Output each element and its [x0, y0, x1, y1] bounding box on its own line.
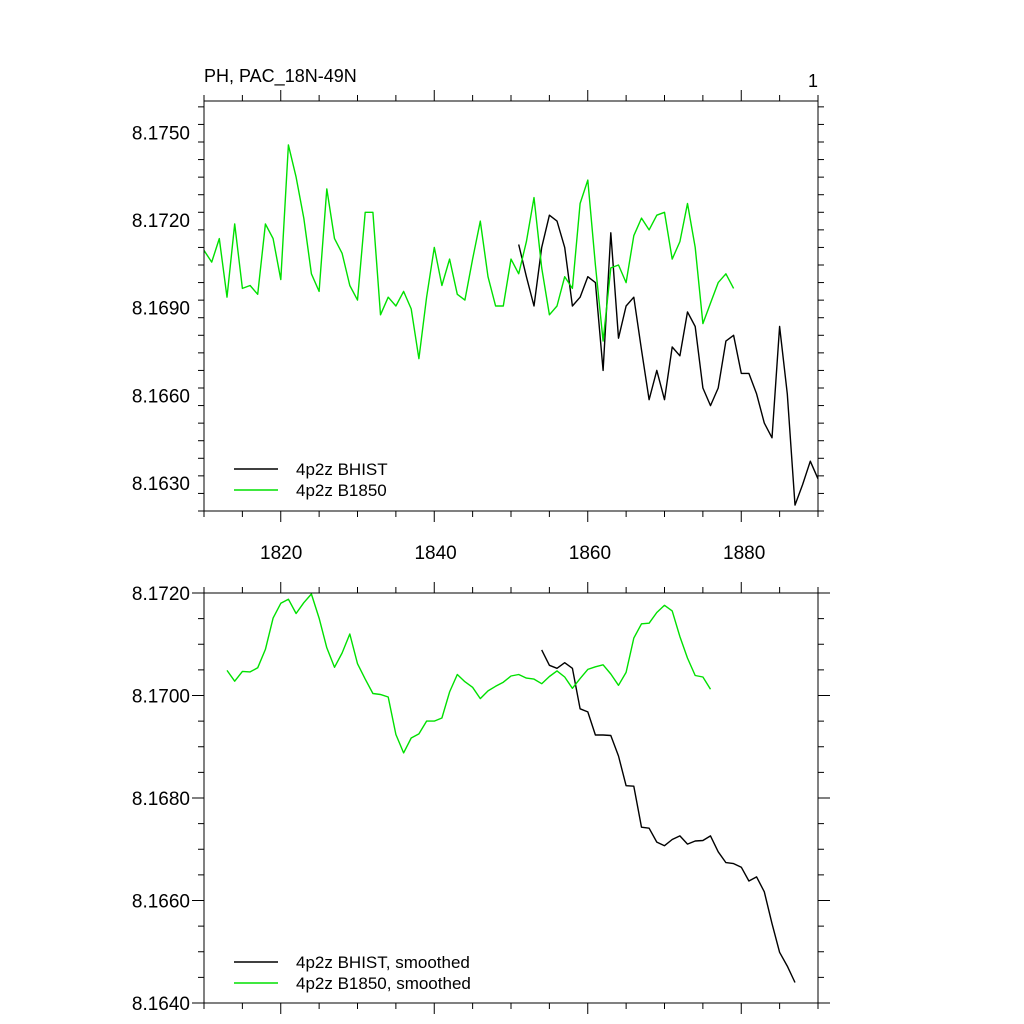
bottom-panel-y-tick-labels: 8.1640 8.1660 8.1680 8.1700 8.1720: [132, 584, 190, 1015]
plot-frame: [203, 592, 819, 1004]
legend-label-bhist-smoothed: 4p2z BHIST, smoothed: [296, 953, 470, 972]
top-panel: 1820 1840 1860 1880 8.1630 8.1660 8.1690…: [132, 90, 824, 564]
series-line: [203, 144, 735, 360]
plot-series: [203, 144, 819, 506]
top-panel-y-tick-labels: 8.1630 8.1660 8.1690 8.1720 8.1750: [132, 124, 190, 495]
legend-label-bhist: 4p2z BHIST: [296, 460, 388, 479]
y-tick-label: 8.1720: [132, 584, 190, 605]
tick-marks: [198, 90, 824, 522]
x-tick-label: 1840: [414, 543, 456, 564]
plot-series: [226, 593, 796, 983]
y-tick-label: 8.1660: [132, 892, 190, 913]
figure-title: PH, PAC_18N-49N: [204, 66, 357, 87]
top-panel-legend: 4p2z BHIST 4p2z B1850: [234, 460, 388, 500]
y-tick-label: 8.1690: [132, 299, 190, 320]
legend-label-b1850: 4p2z B1850: [296, 481, 387, 500]
y-tick-label: 8.1640: [132, 994, 190, 1015]
legend-label-b1850-smoothed: 4p2z B1850, smoothed: [296, 974, 471, 993]
y-tick-label: 8.1700: [132, 687, 190, 708]
panel-number: 1: [808, 71, 818, 91]
y-tick-label: 8.1660: [132, 386, 190, 407]
y-tick-label: 8.1720: [132, 211, 190, 232]
x-tick-label: 1820: [260, 543, 302, 564]
plot-frame: [203, 100, 819, 512]
bottom-panel: 8.1640 8.1660 8.1680 8.1700 8.1720 4p2z …: [132, 582, 830, 1015]
bottom-panel-legend: 4p2z BHIST, smoothed 4p2z B1850, smoothe…: [234, 953, 471, 993]
top-panel-x-tick-labels: 1820 1840 1860 1880: [260, 543, 765, 564]
y-tick-label: 8.1680: [132, 789, 190, 810]
series-line: [226, 593, 712, 754]
x-tick-label: 1880: [723, 543, 765, 564]
tick-marks: [192, 582, 830, 1014]
y-tick-label: 8.1630: [132, 474, 190, 495]
series-line: [541, 649, 796, 983]
series-line: [518, 214, 819, 506]
y-tick-label: 8.1750: [132, 124, 190, 145]
x-tick-label: 1860: [569, 543, 611, 564]
